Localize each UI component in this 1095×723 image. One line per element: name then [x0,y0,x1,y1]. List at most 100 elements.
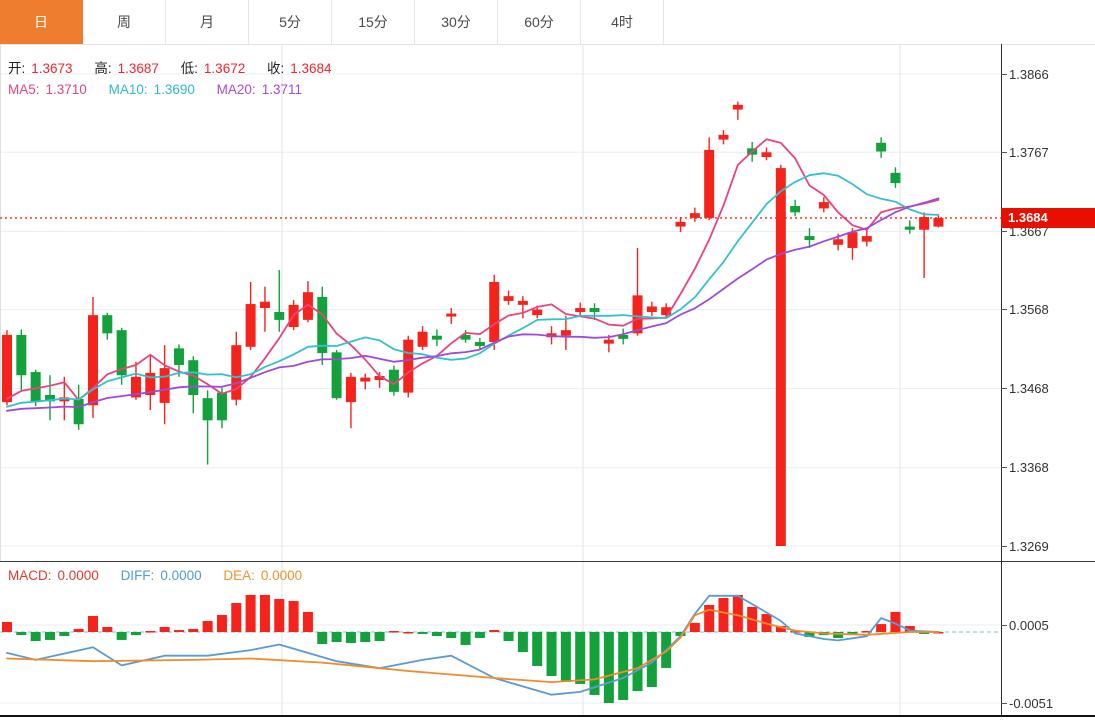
low-label: 低: [180,61,198,76]
ma10-label: MA10: [108,82,148,97]
candle [274,311,285,320]
tab-15min[interactable]: 15分 [332,0,415,44]
macd-bar [259,594,270,632]
macd-bar [59,632,70,637]
candle [460,334,471,340]
candle [102,315,113,334]
macd-bar [216,615,227,632]
macd-bar [30,632,41,642]
candle [876,142,887,152]
dea-value: 0.0000 [260,568,303,583]
candle [302,292,313,320]
macd-bar [202,620,213,632]
candle [890,172,901,184]
candle [44,394,55,402]
candle [145,372,156,395]
macd-bar [116,632,127,640]
tab-5min[interactable]: 5分 [249,0,332,44]
main-candlestick-chart[interactable] [0,44,1001,562]
candle [790,206,801,213]
tab-60min[interactable]: 60分 [498,0,581,44]
macd-bar [632,632,643,692]
price-axis-tick: 1.3568 [1001,302,1095,318]
macd-bar [130,632,141,636]
axis-tick-mark [1001,230,1007,232]
candle [632,295,643,334]
price-axis-tick: 1.3767 [1001,144,1095,160]
macd-bar [317,632,328,644]
candle [503,296,514,301]
right-axis-line [1001,44,1002,716]
macd-panel-chart[interactable] [0,562,1001,715]
candle [317,296,328,354]
macd-bar [790,631,801,633]
high-label: 高: [94,61,112,76]
candle [16,334,27,376]
macd-bar [675,632,686,637]
candle [417,331,428,347]
candle [345,376,356,403]
macd-bar [87,615,98,632]
diff-label: DIFF: [120,568,155,583]
candle [675,221,686,227]
candle [188,360,199,395]
candle [904,226,915,230]
macd-bar [517,632,528,653]
macd-bar [302,611,313,632]
candle [374,376,385,380]
timeframe-tabbar: 日周月 5分 15分 30分 60分 4时 [0,0,1095,45]
candle [603,339,614,344]
candle [173,348,184,365]
candle [704,149,715,218]
tab-30min[interactable]: 30分 [415,0,498,44]
macd-bar [890,611,901,632]
macd-bar [718,598,729,632]
candle [646,306,657,312]
macd-bar [804,632,815,638]
candle [431,335,442,340]
macd-bar [245,594,256,632]
macd-bar [775,626,786,632]
macd-bar [173,630,184,632]
tab-week[interactable]: 周 [83,0,166,44]
macd-bar [274,598,285,632]
macd-bar [603,632,614,704]
ma10-value: 1.3690 [153,82,195,97]
macd-bar [388,631,399,633]
candle [532,309,543,316]
tab-4hour[interactable]: 4时 [581,0,664,44]
macd-bar [847,632,858,634]
candle [933,217,944,227]
candle [517,300,528,305]
dea-label: DEA: [223,568,255,583]
candle [919,217,930,230]
candle [474,342,485,346]
panel-separator-line [0,561,1095,562]
price-axis-tick: 1.3866 [1001,66,1095,82]
macd-bar [360,632,371,643]
macd-bar [159,626,170,632]
candle [732,104,743,110]
macd-bar [904,626,915,632]
close-value: 1.3684 [290,61,332,76]
candle [560,330,571,336]
diff-value: 0.0000 [160,568,202,583]
axis-tick-mark [1001,467,1007,469]
ma5-label: MA5: [8,82,40,97]
candle [259,301,270,309]
macd-label: MACD: [8,568,52,583]
candle [30,372,41,403]
macd-bar [489,630,500,632]
macd-bar [374,632,385,642]
macd-bar [417,632,428,634]
macd-bar [503,632,514,642]
candle [833,239,844,245]
candle [403,339,414,393]
macd-bar [102,626,113,632]
candle [231,345,242,400]
macd-bar [44,632,55,640]
macd-bar [861,631,872,633]
tab-month[interactable]: 月 [166,0,249,44]
macd-bar [532,632,543,666]
tab-day[interactable]: 日 [0,0,83,44]
